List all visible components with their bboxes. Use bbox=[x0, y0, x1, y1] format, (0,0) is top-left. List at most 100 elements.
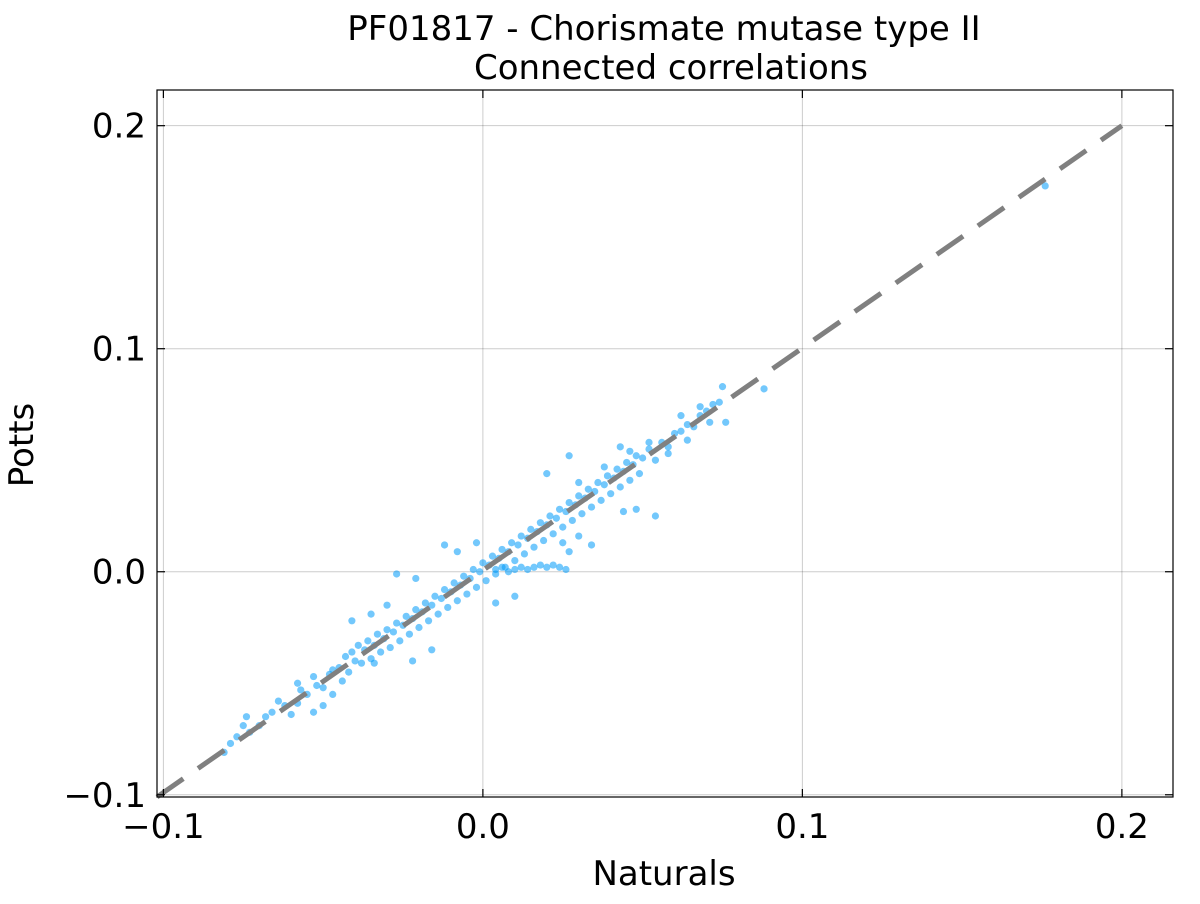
data-point bbox=[421, 599, 429, 607]
data-point bbox=[546, 512, 554, 520]
data-point bbox=[412, 606, 420, 614]
data-point bbox=[623, 458, 631, 467]
data-point bbox=[428, 646, 436, 654]
data-point bbox=[239, 722, 247, 730]
data-point bbox=[651, 456, 660, 464]
data-point bbox=[428, 601, 436, 609]
data-point bbox=[520, 550, 529, 558]
data-point bbox=[587, 541, 596, 549]
data-point bbox=[539, 536, 548, 545]
data-point bbox=[575, 492, 583, 500]
x-tick-label: 0.0 bbox=[456, 807, 510, 847]
y-tick-label: 0.1 bbox=[92, 330, 146, 370]
data-point bbox=[635, 470, 644, 478]
data-point bbox=[370, 659, 378, 667]
data-point bbox=[594, 478, 602, 487]
data-point bbox=[373, 630, 382, 638]
data-point bbox=[607, 490, 615, 498]
data-point bbox=[463, 590, 471, 598]
data-point bbox=[562, 565, 570, 574]
data-point bbox=[469, 565, 477, 574]
data-point bbox=[536, 519, 544, 527]
data-point bbox=[472, 539, 481, 547]
data-point bbox=[492, 565, 500, 574]
y-axis-label: Potts bbox=[2, 403, 42, 487]
data-point bbox=[559, 523, 567, 531]
data-point bbox=[412, 574, 420, 583]
data-point bbox=[242, 713, 251, 721]
chart-subtitle: Connected correlations bbox=[474, 48, 868, 88]
data-point bbox=[511, 592, 519, 600]
plot-frame bbox=[156, 89, 1174, 798]
data-point bbox=[424, 617, 433, 625]
data-point bbox=[396, 637, 404, 645]
data-point bbox=[517, 563, 525, 571]
data-point bbox=[408, 657, 417, 665]
data-point bbox=[645, 438, 653, 446]
data-point bbox=[524, 565, 532, 574]
data-point bbox=[364, 637, 372, 645]
data-point bbox=[511, 565, 519, 574]
data-point bbox=[632, 452, 640, 460]
y-tick-label: 0.2 bbox=[92, 107, 146, 147]
data-point bbox=[565, 548, 573, 556]
data-point bbox=[479, 559, 487, 567]
data-point bbox=[639, 454, 647, 462]
data-point bbox=[329, 690, 337, 699]
data-point bbox=[383, 601, 391, 609]
data-point bbox=[319, 701, 327, 710]
data-point bbox=[450, 579, 458, 587]
data-point bbox=[440, 541, 449, 549]
data-point bbox=[309, 708, 318, 716]
data-point bbox=[460, 572, 468, 580]
data-point bbox=[549, 561, 557, 569]
chart-title: PF01817 - Chorismate mutase type II bbox=[347, 9, 980, 49]
data-point bbox=[434, 610, 442, 618]
x-axis-label: Naturals bbox=[592, 854, 735, 894]
data-point bbox=[377, 648, 385, 656]
data-point bbox=[514, 541, 522, 549]
y-tick-label: −0.1 bbox=[63, 776, 146, 816]
data-point bbox=[575, 478, 583, 487]
data-point bbox=[706, 418, 714, 426]
data-point bbox=[565, 452, 573, 460]
data-point bbox=[683, 436, 691, 444]
data-point bbox=[683, 420, 691, 429]
data-point bbox=[677, 412, 685, 420]
data-point bbox=[313, 681, 321, 690]
data-point bbox=[575, 532, 583, 540]
grid-lines bbox=[157, 90, 1173, 797]
data-point bbox=[632, 505, 640, 513]
data-point bbox=[543, 563, 551, 571]
data-point bbox=[559, 539, 567, 547]
data-point bbox=[472, 583, 481, 591]
data-point bbox=[431, 592, 439, 600]
x-tick-label: 0.2 bbox=[1095, 807, 1149, 847]
data-point bbox=[498, 545, 506, 554]
data-point bbox=[402, 612, 410, 620]
data-point bbox=[444, 603, 452, 612]
data-point bbox=[287, 710, 295, 719]
data-point bbox=[568, 516, 576, 525]
data-point bbox=[367, 610, 375, 618]
data-point bbox=[530, 543, 538, 551]
data-point bbox=[498, 563, 506, 571]
data-point bbox=[386, 643, 394, 652]
data-point bbox=[348, 617, 356, 625]
reference-line bbox=[155, 123, 1124, 800]
data-point bbox=[600, 481, 608, 489]
data-point bbox=[482, 577, 490, 585]
data-point bbox=[619, 507, 628, 516]
data-point bbox=[341, 652, 350, 661]
data-point bbox=[1041, 182, 1049, 190]
data-points bbox=[220, 182, 1049, 756]
data-point bbox=[345, 668, 353, 676]
data-point bbox=[600, 463, 608, 471]
data-point bbox=[616, 483, 624, 491]
data-point bbox=[587, 503, 596, 511]
data-point bbox=[760, 385, 768, 393]
data-point bbox=[338, 677, 346, 685]
y-tick-label: 0.0 bbox=[92, 553, 146, 593]
data-point bbox=[543, 470, 551, 478]
data-point bbox=[715, 398, 723, 406]
